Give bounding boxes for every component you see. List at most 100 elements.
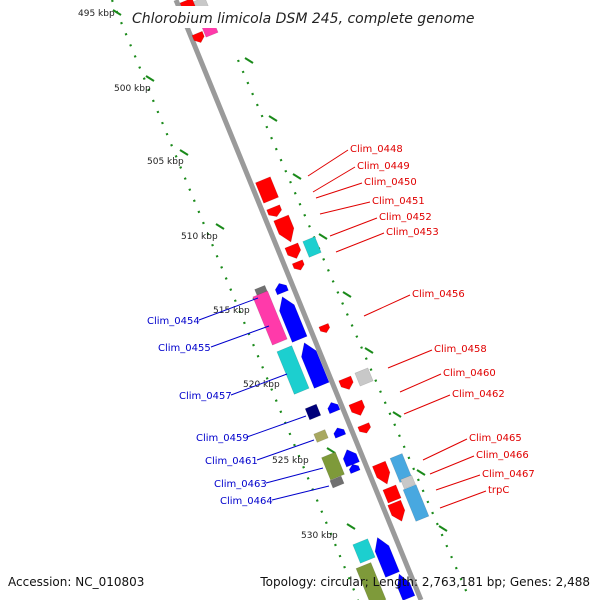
gene-clim0457-pair-shape — [301, 342, 330, 389]
map-title: Chlorobium limicola DSM 245, complete ge… — [132, 11, 475, 27]
gene-clim0461-shape — [313, 429, 329, 443]
gene-top-red-arrow-shape — [191, 30, 205, 43]
leader-forward — [319, 201, 371, 215]
gene-small-blue — [274, 283, 289, 296]
gene-clim0463 — [321, 451, 345, 481]
major-tick — [346, 523, 356, 530]
kbp-label: 530 kbp — [301, 531, 338, 541]
gene-clim0461-pair — [333, 427, 347, 439]
gene-clim0463-pair — [342, 449, 360, 468]
gene-bottom-cyan-shape — [352, 538, 376, 564]
leader-forward — [403, 394, 451, 415]
inner-scale-track — [236, 59, 472, 600]
gene-clim0459 — [304, 403, 322, 421]
gene-clim0449-shape — [266, 204, 283, 217]
gene-top-red-arrow — [191, 30, 205, 43]
major-tick — [392, 411, 402, 418]
gene-label-forward: Clim_0462 — [452, 389, 505, 400]
major-tick — [364, 347, 374, 354]
gene-clim0458-gray — [354, 367, 374, 387]
gene-features — [179, 0, 430, 600]
gene-label-forward: Clim_0467 — [482, 469, 535, 480]
gene-clim0461 — [313, 429, 329, 443]
gene-label-reverse: Clim_0459 — [196, 433, 249, 444]
gene-clim0451 — [284, 242, 302, 259]
major-tick — [326, 447, 336, 454]
leader-reverse — [265, 467, 324, 484]
genome-summary-text: Topology: circular; Length: 2,763,181 bp… — [260, 575, 590, 589]
gene-clim0450 — [273, 214, 295, 243]
gene-label-forward: Clim_0466 — [476, 450, 529, 461]
gene-label-forward: Clim_0460 — [443, 368, 496, 379]
gene-clim0448-shape — [255, 176, 279, 204]
gene-clim0465 — [371, 460, 391, 485]
gene-trpc-gray-shape — [400, 474, 416, 490]
gene-trpc-lower-shape — [402, 484, 430, 522]
kbp-label: 525 kbp — [272, 456, 309, 466]
kbp-label: 500 kbp — [114, 84, 151, 94]
gene-label-reverse: Clim_0455 — [158, 343, 211, 354]
kbp-label: 520 kbp — [243, 380, 280, 390]
leader-forward — [429, 455, 475, 475]
gene-label-forward: Clim_0458 — [434, 344, 487, 355]
gene-clim0464-shape — [329, 475, 345, 489]
title-background — [128, 6, 448, 28]
gene-clim0466-shape — [382, 484, 402, 504]
gene-clim0449 — [266, 204, 283, 217]
gene-clim0460-shape — [348, 399, 366, 416]
major-tick — [215, 223, 225, 230]
leader-forward — [435, 474, 481, 491]
gene-label-reverse: Clim_0457 — [179, 391, 232, 402]
major-tick — [145, 75, 155, 82]
gene-clim0464 — [329, 475, 345, 489]
outer-scale-track — [110, 0, 360, 600]
gene-bottom-cyan — [352, 538, 376, 564]
gene-bottom-blue2-shape — [397, 573, 416, 600]
gene-label-forward: Clim_0456 — [412, 289, 465, 300]
gene-bottom-blue-shape — [374, 536, 400, 578]
gene-clim0457-shape — [276, 345, 310, 395]
gene-label-forward: Clim_0465 — [469, 433, 522, 444]
gene-clim0456-shape — [318, 323, 331, 334]
gene-label-forward: Clim_0450 — [364, 177, 417, 188]
gene-label-forward: trpC — [488, 485, 509, 496]
gene-label-reverse: Clim_0463 — [214, 479, 267, 490]
leader-reverse — [198, 297, 259, 321]
major-tick — [112, 9, 122, 16]
leader-forward — [329, 217, 378, 237]
gene-clim0461-pair-shape — [333, 427, 347, 439]
scale-dot-tracks — [110, 0, 472, 600]
gene-clim0455-shape — [279, 296, 308, 343]
leader-forward — [439, 490, 487, 509]
gene-clim0454-shape — [252, 290, 288, 346]
gene-label-forward: Clim_0451 — [372, 196, 425, 207]
gene-label-forward: Clim_0452 — [379, 212, 432, 223]
gene-clim0451-shape — [284, 242, 302, 259]
gene-label-reverse: Clim_0454 — [147, 316, 200, 327]
label-leader-lines — [198, 149, 487, 509]
gene-clim0453 — [302, 236, 322, 258]
leader-reverse — [256, 439, 315, 461]
gene-clim0457-pair — [301, 342, 330, 389]
gene-clim0458-shape — [338, 375, 354, 390]
gene-trpc-gray — [400, 474, 416, 490]
kbp-label: 515 kbp — [213, 306, 250, 316]
gene-clim0463-shape — [321, 451, 345, 481]
gene-clim0464-pair — [348, 463, 361, 474]
major-tick — [416, 469, 426, 476]
backbone-line — [173, 0, 424, 600]
gene-label-forward: Clim_0449 — [357, 161, 410, 172]
accession-text: Accession: NC_010803 — [8, 575, 145, 589]
gene-bottom-blue2 — [397, 573, 416, 600]
gene-clim0464-pair-shape — [348, 463, 361, 474]
gene-clim0453-shape — [302, 236, 322, 258]
leader-forward — [387, 349, 433, 369]
major-tick — [179, 149, 189, 156]
gene-label-reverse: Clim_0461 — [205, 456, 258, 467]
gene-label-forward: Clim_0453 — [386, 227, 439, 238]
leader-reverse — [246, 415, 307, 438]
major-tick — [342, 291, 352, 298]
gene-trpc-lower — [402, 484, 430, 522]
